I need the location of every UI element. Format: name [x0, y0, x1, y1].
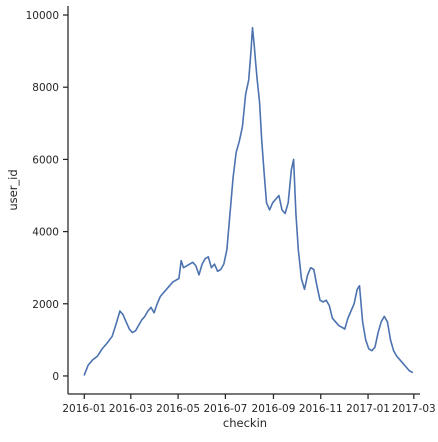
- x-tick-label: 2016-11: [299, 403, 343, 415]
- x-tick-label: 2017-03: [392, 403, 436, 415]
- y-tick-label: 2000: [32, 299, 59, 311]
- axes: [67, 6, 420, 395]
- x-tick-label: 2016-05: [156, 403, 200, 415]
- y-tick-label: 4000: [32, 227, 59, 239]
- y-tick-label: 0: [52, 371, 59, 383]
- series-line-0: [83, 26, 414, 376]
- x-tick-label: 2017-01: [346, 403, 390, 415]
- y-axis-label: user_id: [6, 169, 20, 210]
- y-tick-label: 10000: [26, 10, 59, 22]
- series-layer: [83, 26, 414, 376]
- x-tick-label: 2016-01: [62, 403, 106, 415]
- y-tick-label: 6000: [32, 154, 59, 166]
- x-tick-label: 2016-03: [109, 403, 153, 415]
- x-axis-label: checkin: [223, 416, 267, 430]
- y-tick-label: 8000: [32, 82, 59, 94]
- x-tick-label: 2016-09: [252, 403, 296, 415]
- x-tick-label: 2016-07: [203, 403, 247, 415]
